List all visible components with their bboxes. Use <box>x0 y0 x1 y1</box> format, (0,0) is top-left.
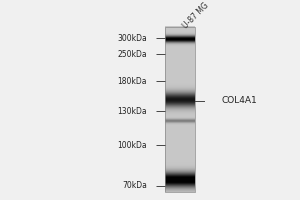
Text: 180kDa: 180kDa <box>118 77 147 86</box>
Text: 70kDa: 70kDa <box>122 181 147 190</box>
Text: U-87 MG: U-87 MG <box>182 1 211 31</box>
Text: 250kDa: 250kDa <box>117 50 147 59</box>
Text: 130kDa: 130kDa <box>117 107 147 116</box>
Text: 300kDa: 300kDa <box>117 34 147 43</box>
Text: COL4A1: COL4A1 <box>222 96 257 105</box>
Bar <box>165 27 195 192</box>
Text: 100kDa: 100kDa <box>117 141 147 150</box>
